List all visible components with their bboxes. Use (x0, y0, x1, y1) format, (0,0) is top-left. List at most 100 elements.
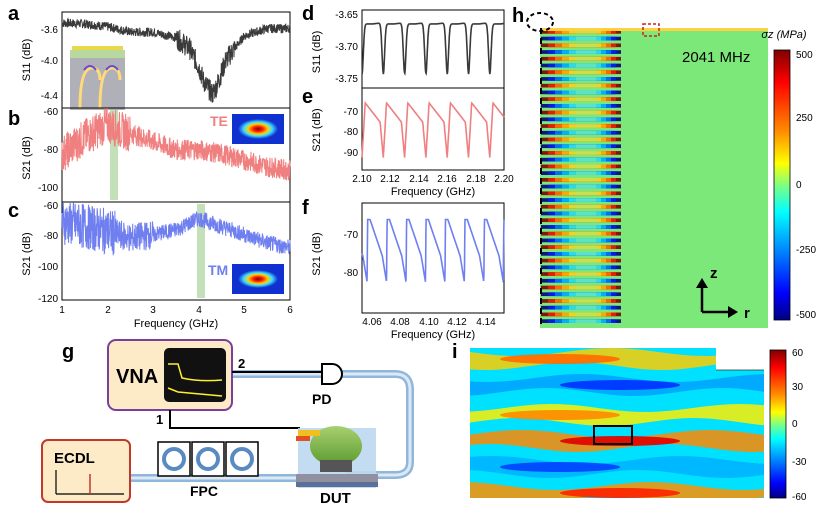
panel-label-f: f (302, 197, 309, 219)
h-stripe (576, 191, 596, 196)
h-stripe (576, 178, 596, 182)
h-stripe (569, 83, 601, 88)
panel-d: -3.65 -3.70 -3.75 S11 (dB) (311, 9, 505, 89)
h-stripe (576, 30, 596, 34)
fpc-label: FPC (190, 483, 218, 499)
panel-label-b: b (8, 108, 20, 130)
fpc-loop-2 (196, 447, 220, 471)
f-s21-line (361, 218, 505, 283)
d-s11-line (361, 22, 505, 76)
i-highlight-box (593, 425, 633, 445)
panel-e: -70 -80 -90 S21 (dB) 2.10 2.12 2.14 2.16… (311, 87, 514, 198)
vna-trace-1 (168, 363, 223, 382)
e-xtick-1: 2.12 (380, 174, 400, 185)
f-xlabel: Frequency (GHz) (391, 329, 475, 341)
h-stripe (576, 97, 596, 101)
c-tick-3: -120 (38, 294, 58, 305)
h-stripe (569, 225, 601, 229)
h-stripe (569, 305, 601, 310)
panel-label-h: h (512, 5, 524, 27)
panel-d-series (361, 22, 505, 76)
c-tick-0: -60 (44, 201, 59, 212)
f-ylabel: S21 (dB) (311, 232, 323, 275)
h-stripe (576, 252, 596, 256)
h-stripe (569, 204, 601, 209)
i-cbar-tick-4: -60 (792, 492, 807, 503)
h-stripe (576, 272, 596, 276)
h-stripe (576, 36, 596, 41)
e-xtick-2: 2.14 (409, 174, 429, 185)
h-stripe (576, 204, 596, 209)
h-stripe (576, 83, 596, 88)
tm-mode-profile (238, 270, 278, 288)
h-cbar-tick-4: -500 (796, 310, 816, 321)
s11-broadband-line (61, 17, 291, 103)
h-stripe (569, 137, 601, 142)
e-xlabel: Frequency (GHz) (391, 186, 475, 198)
i-band-core (560, 380, 680, 390)
inset-loop-right (98, 66, 122, 109)
f-x-ticks: 4.06 4.08 4.10 4.12 4.14 (362, 317, 496, 328)
i-stress-bands (470, 348, 764, 498)
panel-b: TE -60 -80 -100 S21 (dB) (21, 107, 291, 203)
c-x-ticks: 1 2 3 4 5 6 (59, 305, 293, 316)
panel-c-series (61, 201, 291, 256)
h-stripe (569, 312, 601, 317)
b-tick-2: -100 (38, 183, 58, 194)
i-band-core (560, 436, 680, 446)
i-band-outer (470, 348, 764, 370)
c-xtick-0: 1 (59, 305, 65, 316)
fpc-loop-1 (162, 447, 186, 471)
h-axes-indicator: z r (696, 265, 750, 322)
f-xtick-2: 4.10 (419, 317, 439, 328)
f-tick-1: -80 (344, 268, 359, 279)
h-stripe (576, 104, 596, 108)
h-stripe (576, 312, 596, 317)
h-stripe (569, 191, 601, 196)
h-stripe (576, 265, 596, 270)
vna-label: VNA (116, 366, 158, 388)
h-stripe (576, 77, 596, 81)
h-stripe (576, 319, 596, 323)
h-stripe (576, 218, 596, 223)
h-stripe (569, 265, 601, 270)
e-x-ticks: 2.10 2.12 2.14 2.16 2.18 2.20 (352, 174, 514, 185)
panel-e-series (361, 100, 505, 158)
h-stripe (569, 130, 601, 135)
panel-f: -70 -80 S21 (dB) 4.06 4.08 4.10 4.12 4.1… (311, 202, 505, 341)
e-xtick-5: 2.20 (494, 174, 514, 185)
h-stripe (569, 252, 601, 256)
e-s21-line (361, 100, 505, 158)
h-cbar-tick-0: 500 (796, 50, 813, 61)
e-xtick-4: 2.18 (466, 174, 486, 185)
inset-arrow-left (83, 65, 97, 71)
e-xtick-3: 2.16 (437, 174, 457, 185)
h-stripe (569, 211, 601, 216)
ecdl-label: ECDL (54, 450, 95, 467)
h-stripe (569, 164, 601, 169)
panel-h: 2041 MHz z r σz (MPa) 500 250 0 -250 -50… (526, 12, 816, 328)
i-band-core (500, 354, 620, 364)
h-stripe (569, 117, 601, 122)
dut-substrate (296, 474, 378, 482)
h-stripe (576, 164, 596, 169)
h-cbar-tick-2: 0 (796, 180, 802, 191)
h-cbar-tick-3: -250 (796, 245, 816, 256)
panel-label-a: a (8, 3, 20, 25)
i-cbar-tick-0: 60 (792, 348, 804, 359)
c-xtick-1: 2 (105, 305, 111, 316)
h-stripe (576, 130, 596, 135)
f-xtick-0: 4.06 (362, 317, 382, 328)
h-stripe (569, 299, 601, 303)
h-focus-circle (526, 12, 554, 32)
d-tick-0: -3.65 (335, 10, 358, 21)
panel-label-c: c (8, 200, 19, 222)
dut-device (296, 426, 378, 488)
c-xtick-2: 3 (150, 305, 156, 316)
h-stripe (576, 144, 596, 149)
panel-b-highlight (110, 110, 118, 200)
h-stripe (569, 63, 601, 68)
port2-label: 2 (238, 356, 245, 371)
h-cbar-tick-1: 250 (796, 113, 813, 124)
